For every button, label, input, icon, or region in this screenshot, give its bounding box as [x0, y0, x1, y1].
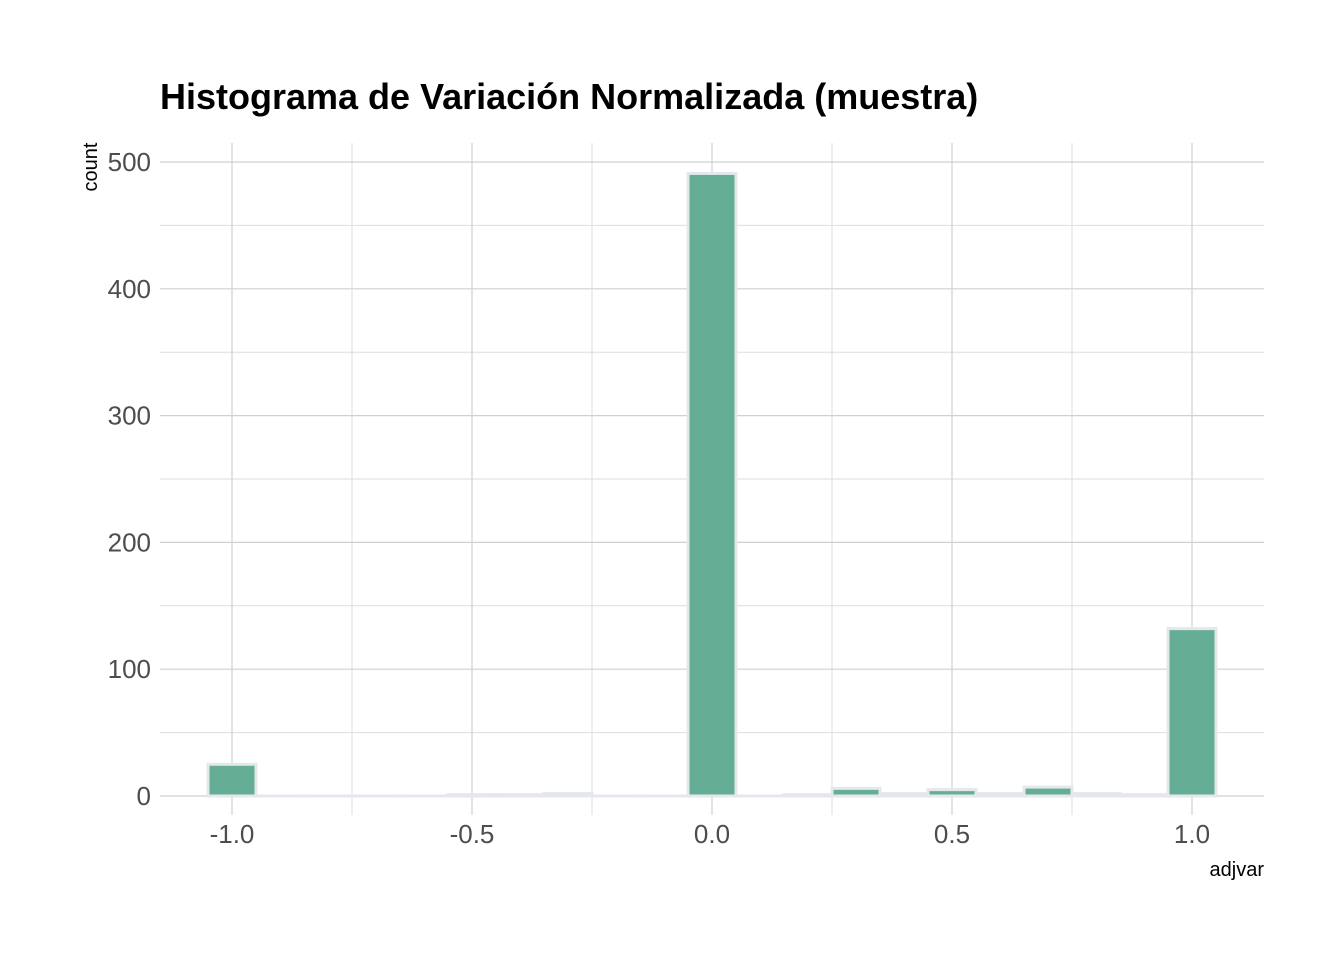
chart-title: Histograma de Variación Normalizada (mue…	[160, 76, 978, 117]
histogram-bar	[974, 791, 1026, 798]
histogram-bar	[1070, 791, 1122, 798]
x-tick-label: -1.0	[210, 819, 255, 849]
y-axis-title: count	[80, 142, 102, 191]
x-tick-label: 1.0	[1174, 819, 1210, 849]
histogram-bar	[1022, 785, 1074, 798]
y-tick-label: 400	[108, 274, 151, 304]
histogram-bar	[878, 791, 930, 798]
histogram-bar	[926, 788, 978, 798]
histogram-bar	[1118, 793, 1170, 798]
bars	[206, 171, 1218, 798]
histogram-bar	[1166, 627, 1218, 798]
histogram-bar	[206, 762, 258, 798]
y-tick-label: 100	[108, 654, 151, 684]
y-tick-label: 300	[108, 401, 151, 431]
y-tick-label: 200	[108, 527, 151, 557]
tick-labels: -1.0 -0.5 0.0 0.5 1.0 0 100 200 300 400 500	[108, 147, 1210, 849]
y-tick-label: 500	[108, 147, 151, 177]
y-tick-label: 0	[137, 781, 151, 811]
x-tick-label: 0.0	[694, 819, 730, 849]
x-tick-label: -0.5	[450, 819, 495, 849]
x-tick-label: 0.5	[934, 819, 970, 849]
histogram-bar	[494, 793, 546, 798]
histogram-bar	[830, 786, 882, 798]
histogram-bar	[542, 791, 594, 798]
x-axis-title: adjvar	[1210, 859, 1265, 881]
histogram-bar	[686, 171, 738, 798]
histogram-bar	[782, 793, 834, 798]
histogram-bar	[446, 793, 498, 798]
